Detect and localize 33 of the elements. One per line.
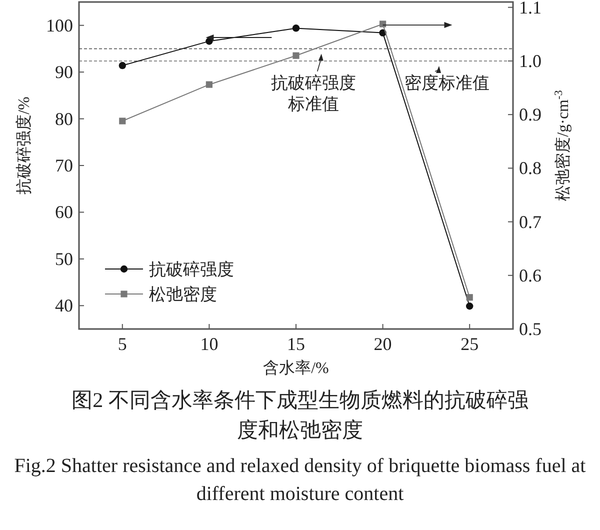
text: Fig.2 Shatter resistance and relaxed density of briquette biomass fuel at different moisture content — [14, 455, 586, 505]
legend-label: 抗破碎强度 — [149, 260, 234, 279]
x-tick-label: 25 — [460, 334, 479, 354]
y2-tick-label: 0.9 — [519, 104, 542, 125]
y-tick-label: 90 — [55, 62, 73, 82]
point — [118, 62, 126, 70]
x-tick-label: 10 — [200, 334, 218, 354]
point — [206, 81, 212, 88]
point — [292, 24, 300, 32]
y2-tick-label: 0.7 — [519, 212, 542, 232]
y-tick-label: 40 — [55, 296, 73, 316]
y2-tick-label: 1.0 — [519, 50, 542, 71]
y-tick-label: 60 — [55, 202, 73, 222]
y-tick-label: 100 — [46, 15, 73, 36]
x-tick-label: 5 — [118, 334, 127, 354]
legend-label: 松弛密度 — [149, 285, 217, 304]
y-tick-label: 80 — [55, 108, 73, 129]
x-tick-label: 15 — [287, 334, 305, 354]
point — [380, 20, 386, 28]
point — [466, 302, 474, 310]
y-axis-title: 抗破碎强度/% — [15, 96, 33, 194]
y-tick-label: 50 — [55, 248, 73, 269]
x-tick-label: 20 — [374, 334, 392, 354]
point — [119, 118, 126, 124]
y2-tick-label: 0.6 — [519, 265, 542, 286]
point — [466, 294, 473, 301]
x-axis-title: 含水率/% — [263, 359, 329, 377]
text: 图2 不同含水率条件下成型生物质燃料的抗破碎强度和松弛密度 — [72, 388, 528, 442]
y2-tick-label: 1.1 — [519, 0, 542, 18]
y2-tick-label: 0.8 — [519, 158, 542, 178]
point — [292, 52, 300, 59]
y-tick-label: 70 — [55, 156, 73, 176]
y2-tick-label: 0.5 — [519, 319, 542, 339]
